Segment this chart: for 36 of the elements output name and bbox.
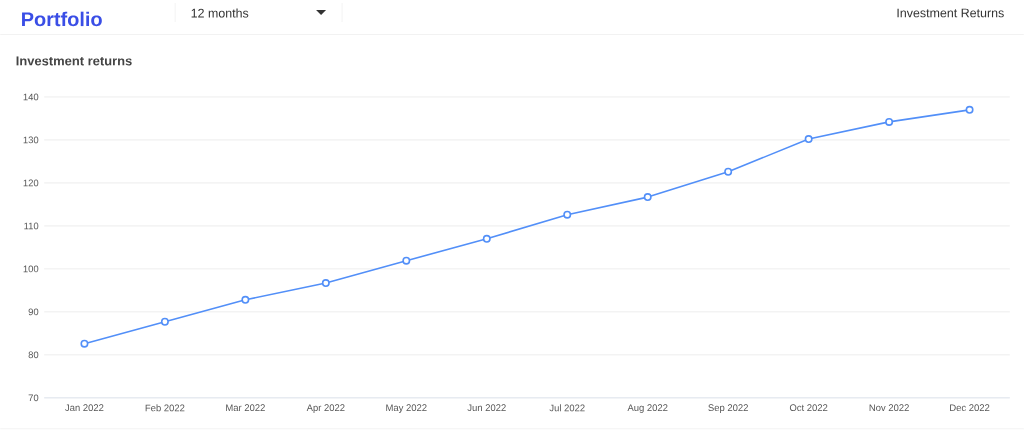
x-tick-label: May 2022 [386, 404, 427, 414]
text: Investment Returns [897, 8, 1004, 18]
point [724, 167, 733, 176]
x-tick-label: Oct 2022 [789, 404, 828, 412]
x-tick-label: Feb 2022 [145, 404, 185, 412]
x-tick-label: Jul 2022 [549, 404, 585, 412]
y-tick-label: 130 [23, 136, 39, 144]
point [482, 234, 491, 243]
x-tick-label: Apr 2022 [306, 404, 345, 414]
x-tick-label: Aug 2022 [627, 404, 668, 414]
x-tick-label: Nov 2022 [869, 404, 909, 412]
x-tick-label: Mar 2022 [226, 404, 265, 412]
y-tick-label: 80 [28, 351, 39, 359]
x-tick-label: Sep 2022 [708, 404, 748, 414]
chart-title: Investment returns [16, 56, 132, 66]
x-tick-label: Dec 2022 [950, 404, 990, 412]
point [160, 317, 169, 326]
y-tick-label: 110 [24, 222, 39, 230]
point [241, 295, 250, 304]
point [643, 193, 652, 202]
point [80, 339, 89, 348]
point [321, 279, 330, 288]
point [804, 135, 813, 144]
point [965, 105, 974, 114]
text: 12 months [191, 8, 249, 18]
point [402, 256, 411, 265]
point [885, 117, 894, 126]
text: Portfolio [22, 11, 102, 27]
x-tick-label: Jun 2022 [467, 404, 506, 412]
y-tick-label: 120 [23, 179, 39, 187]
y-tick-label: 140 [23, 93, 39, 101]
y-tick-label: 90 [28, 308, 39, 316]
x-tick-label: Jan 2022 [65, 404, 104, 412]
point [563, 210, 572, 219]
y-tick-label: 100 [23, 265, 39, 273]
y-tick-label: 70 [28, 394, 39, 402]
